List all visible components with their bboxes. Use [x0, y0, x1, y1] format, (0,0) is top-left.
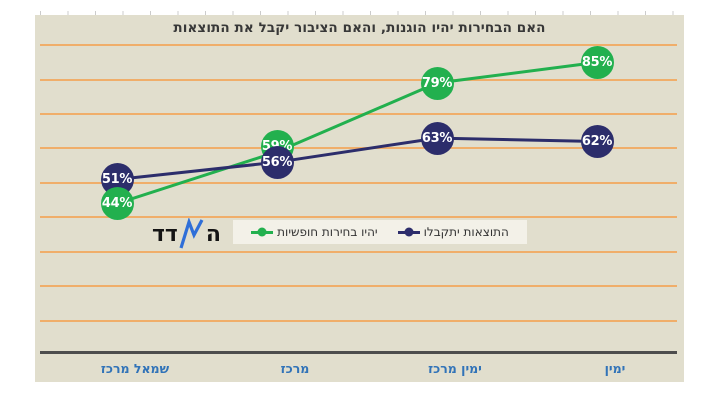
legend-marker-icon: [397, 227, 420, 237]
gridline: [40, 285, 677, 288]
legend-item: יהיו בחירות חופשיות: [251, 225, 378, 239]
data-point: 63%: [420, 121, 454, 155]
data-point: 56%: [260, 145, 294, 179]
x-axis-label: ימין: [604, 361, 626, 376]
legend-dot-icon: [257, 227, 267, 237]
data-point: 62%: [580, 125, 614, 159]
x-axis-line: [40, 351, 677, 354]
gridline: [40, 112, 677, 115]
legend-marker-icon: [251, 227, 274, 237]
x-axis-label: מרכז: [280, 361, 310, 376]
logo-letter-he: ה: [205, 221, 221, 247]
legend-label: יהיו בחירות חופשיות: [277, 225, 378, 239]
legend-item: התוצאות יתקבלו: [397, 225, 509, 239]
hamadad-logo: ה דד: [152, 215, 221, 249]
data-point: 79%: [420, 66, 454, 100]
gridline: [40, 216, 677, 219]
logo-letters-dd: דד: [152, 221, 178, 247]
gridline: [40, 44, 677, 47]
data-point: 44%: [100, 187, 134, 220]
gridline: [40, 78, 677, 81]
gridline: [40, 319, 677, 322]
x-axis-label: שמאל מרכז: [100, 361, 170, 376]
gridline: [40, 250, 677, 253]
chart-title: האם הבחירות יהיו הוגנות, והאם הציבור יקב…: [173, 20, 546, 36]
legend-label: התוצאות יתקבלו: [423, 225, 509, 239]
x-axis-label: ימין מרכז: [428, 361, 482, 376]
legend: יהיו בחירות חופשיות התוצאות יתקבלו: [233, 220, 527, 244]
gridline: [40, 181, 677, 184]
top-axis-ticks: [40, 11, 688, 16]
legend-dot-icon: [404, 227, 414, 237]
logo-zigzag-icon: [179, 218, 204, 249]
data-point: 85%: [580, 45, 614, 79]
